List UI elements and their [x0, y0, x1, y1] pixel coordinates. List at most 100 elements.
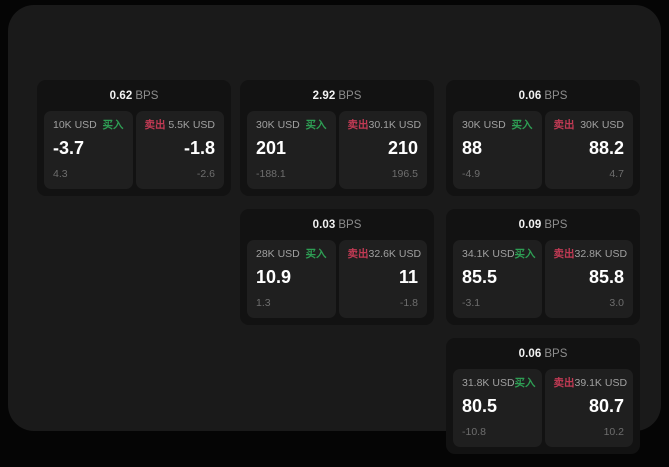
buy-action-label[interactable]: 买入	[511, 119, 533, 131]
quote-card[interactable]: 2.92 BPS 30K USD 买入 201 -188.1 卖出 30.1K USD 210 1…	[240, 80, 434, 196]
sell-size-label: 32.6K USD	[368, 248, 422, 260]
sell-side-header: 卖出 30K USD	[554, 119, 625, 132]
buy-action-label[interactable]: 买入	[305, 119, 327, 131]
buy-price-value: 80.5	[462, 396, 498, 416]
sell-side-panel[interactable]: 卖出 30K USD 88.2 4.7	[544, 111, 633, 189]
bps-unit-label: BPS	[135, 90, 159, 102]
sell-size-label: 5.5K USD	[168, 119, 215, 131]
sell-side-panel[interactable]: 卖出 32.8K USD 85.8 3.0	[544, 240, 633, 318]
sell-side-panel[interactable]: 卖出 5.5K USD -1.8 -2.6	[135, 111, 224, 189]
buy-sub-value: 1.3	[256, 297, 271, 309]
buy-side-panel[interactable]: 10K USD 买入 -3.7 4.3	[44, 111, 133, 189]
sell-sub-value: 196.5	[391, 168, 418, 180]
card-bps-header: 0.03 BPS	[247, 216, 427, 240]
card-body: 34.1K USD 买入 85.5 -3.1 卖出 32.8K USD 85.8 3.0	[453, 240, 633, 318]
sell-size-label: 30.1K USD	[368, 119, 422, 131]
buy-side-panel[interactable]: 28K USD 买入 10.9 1.3	[247, 240, 336, 318]
card-body: 10K USD 买入 -3.7 4.3 卖出 5.5K USD -1.8 -2.6	[44, 111, 224, 189]
sell-size-label: 39.1K USD	[574, 377, 628, 389]
sell-side-header: 卖出 30.1K USD	[347, 119, 422, 132]
buy-size-label: 30K USD	[462, 119, 506, 131]
buy-side-panel[interactable]: 34.1K USD 买入 85.5 -3.1	[453, 240, 542, 318]
buy-action-label[interactable]: 买入	[514, 377, 536, 389]
quote-card[interactable]: 0.62 BPS 10K USD 买入 -3.7 4.3 卖出 5.5K USD -1.8 -2.…	[37, 80, 231, 196]
sell-sub-value: -2.6	[196, 168, 215, 180]
buy-size-label: 10K USD	[53, 119, 97, 131]
card-body: 28K USD 买入 10.9 1.3 卖出 32.6K USD 11 -1.8	[247, 240, 427, 318]
sell-price-value: 210	[387, 138, 418, 158]
quote-column: 0.06 BPS 30K USD 买入 88 -4.9 卖出 30K USD 88.2 4.7 0.…	[446, 80, 640, 467]
buy-price-value: 201	[256, 138, 287, 158]
sell-sub-value: 4.7	[609, 168, 624, 180]
buy-side-panel[interactable]: 31.8K USD 买入 80.5 -10.8	[453, 369, 542, 447]
bps-value: 0.06	[518, 348, 542, 360]
card-body: 30K USD 买入 201 -188.1 卖出 30.1K USD 210 196.5	[247, 111, 427, 189]
sell-side-panel[interactable]: 卖出 30.1K USD 210 196.5	[338, 111, 427, 189]
card-bps-header: 0.09 BPS	[453, 216, 633, 240]
card-bps-header: 0.06 BPS	[453, 345, 633, 369]
sell-price-value: -1.8	[183, 138, 215, 158]
buy-action-label[interactable]: 买入	[305, 248, 327, 260]
buy-sub-value: -3.1	[462, 297, 481, 309]
sell-action-label[interactable]: 卖出	[553, 119, 575, 131]
sell-price-value: 80.7	[588, 396, 624, 416]
sell-sub-value: 10.2	[603, 426, 624, 438]
card-body: 30K USD 买入 88 -4.9 卖出 30K USD 88.2 4.7	[453, 111, 633, 189]
sell-price-value: 85.8	[588, 267, 624, 287]
bps-unit-label: BPS	[544, 219, 568, 231]
sell-size-label: 30K USD	[580, 119, 624, 131]
buy-side-panel[interactable]: 30K USD 买入 201 -188.1	[247, 111, 336, 189]
card-body: 31.8K USD 买入 80.5 -10.8 卖出 39.1K USD 80.7 10.2	[453, 369, 633, 447]
quote-card[interactable]: 0.03 BPS 28K USD 买入 10.9 1.3 卖出 32.6K USD 11 -1.8	[240, 209, 434, 325]
sell-side-header: 卖出 32.8K USD	[553, 248, 628, 261]
buy-side-panel[interactable]: 30K USD 买入 88 -4.9	[453, 111, 542, 189]
buy-size-label: 34.1K USD	[462, 248, 515, 260]
card-bps-header: 2.92 BPS	[247, 87, 427, 111]
buy-side-header: 10K USD 买入	[53, 119, 124, 132]
buy-action-label[interactable]: 买入	[102, 119, 124, 131]
sell-action-label[interactable]: 卖出	[553, 248, 575, 260]
sell-size-label: 32.8K USD	[574, 248, 628, 260]
bps-value: 0.09	[518, 219, 542, 231]
buy-sub-value: -188.1	[256, 168, 286, 180]
card-bps-header: 0.06 BPS	[453, 87, 633, 111]
buy-price-value: -3.7	[53, 138, 85, 158]
quote-card[interactable]: 0.06 BPS 31.8K USD 买入 80.5 -10.8 卖出 39.1K USD 80…	[446, 338, 640, 454]
sell-action-label[interactable]: 卖出	[144, 119, 166, 131]
bps-value: 0.62	[109, 90, 133, 102]
quote-column: 0.62 BPS 10K USD 买入 -3.7 4.3 卖出 5.5K USD -1.8 -2.…	[37, 80, 231, 209]
bps-unit-label: BPS	[544, 348, 568, 360]
quote-column: 2.92 BPS 30K USD 买入 201 -188.1 卖出 30.1K USD 210 1…	[240, 80, 434, 338]
buy-price-value: 88	[462, 138, 483, 158]
buy-sub-value: -4.9	[462, 168, 481, 180]
card-bps-header: 0.62 BPS	[44, 87, 224, 111]
sell-action-label[interactable]: 卖出	[347, 119, 369, 131]
sell-side-header: 卖出 32.6K USD	[347, 248, 422, 261]
buy-side-header: 34.1K USD 买入	[462, 248, 536, 261]
buy-side-header: 30K USD 买入	[256, 119, 327, 132]
bps-unit-label: BPS	[338, 219, 362, 231]
bps-unit-label: BPS	[338, 90, 362, 102]
sell-side-panel[interactable]: 卖出 32.6K USD 11 -1.8	[338, 240, 427, 318]
quote-card[interactable]: 0.09 BPS 34.1K USD 买入 85.5 -3.1 卖出 32.8K USD 85.…	[446, 209, 640, 325]
buy-price-value: 85.5	[462, 267, 498, 287]
buy-side-header: 31.8K USD 买入	[462, 377, 536, 390]
sell-side-header: 卖出 5.5K USD	[145, 119, 216, 132]
bps-value: 0.06	[518, 90, 542, 102]
sell-side-panel[interactable]: 卖出 39.1K USD 80.7 10.2	[544, 369, 633, 447]
buy-size-label: 30K USD	[256, 119, 300, 131]
buy-action-label[interactable]: 买入	[514, 248, 536, 260]
bps-value: 0.03	[312, 219, 336, 231]
sell-side-header: 卖出 39.1K USD	[553, 377, 628, 390]
bps-unit-label: BPS	[544, 90, 568, 102]
quote-card[interactable]: 0.06 BPS 30K USD 买入 88 -4.9 卖出 30K USD 88.2 4.7	[446, 80, 640, 196]
buy-size-label: 31.8K USD	[462, 377, 515, 389]
bps-value: 2.92	[312, 90, 336, 102]
sell-action-label[interactable]: 卖出	[347, 248, 369, 260]
sell-action-label[interactable]: 卖出	[553, 377, 575, 389]
buy-sub-value: 4.3	[53, 168, 68, 180]
buy-sub-value: -10.8	[462, 426, 486, 438]
sell-sub-value: 3.0	[609, 297, 624, 309]
quote-board: 0.62 BPS 10K USD 买入 -3.7 4.3 卖出 5.5K USD -1.8 -2.…	[37, 80, 640, 454]
sell-price-value: 88.2	[588, 138, 624, 158]
